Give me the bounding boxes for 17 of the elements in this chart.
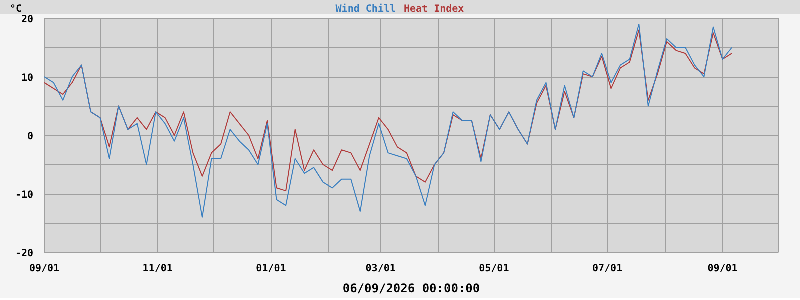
y-tick-label: 0 — [27, 132, 34, 142]
y-tick-label: -10 — [15, 190, 34, 201]
line-series — [44, 24, 733, 218]
text: Heat Index — [404, 3, 464, 16]
y-tick-label: 20 — [21, 14, 34, 26]
x-tick-label: 07/01 — [592, 264, 623, 274]
x-tick-label: 09/01 — [708, 264, 738, 274]
y-tick-label: 10 — [21, 73, 34, 84]
y-tick-label: -20 — [15, 248, 34, 260]
x-tick-label: 09/01 — [29, 264, 60, 274]
text: Wind Chill — [336, 3, 396, 16]
x-tick-label: 01/01 — [256, 264, 286, 274]
x-tick-label: 05/01 — [479, 264, 510, 274]
y-axis-title: °C — [10, 3, 22, 15]
x-tick-label: 03/01 — [366, 264, 396, 274]
x-tick-label: 11/01 — [142, 264, 173, 274]
x-axis-title: 06/09/2026 00:00:00 — [342, 282, 480, 296]
